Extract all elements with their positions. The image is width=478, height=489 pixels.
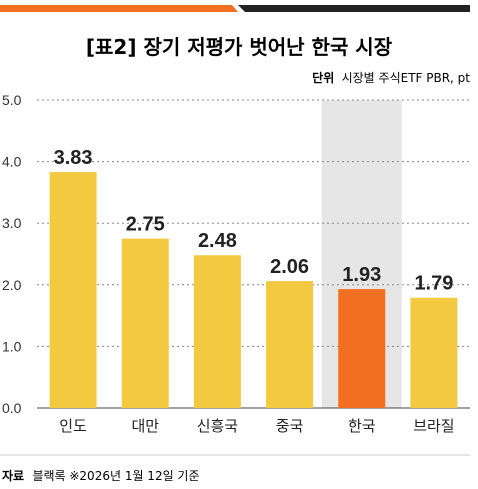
accent-bar-dark bbox=[238, 5, 470, 12]
value-label: 2.48 bbox=[198, 230, 237, 252]
bar-한국 bbox=[338, 289, 386, 408]
y-tick-label: 1.0 bbox=[2, 338, 22, 354]
bar-중국 bbox=[266, 281, 314, 408]
y-tick-labels: 0.0 1.0 2.0 3.0 4.0 5.0 bbox=[2, 92, 22, 416]
category-label: 한국 bbox=[348, 417, 376, 435]
y-tick-label: 0.0 bbox=[2, 400, 22, 416]
gridlines bbox=[37, 99, 470, 409]
unit-note: 단위 시장별 주식ETF PBR, pt bbox=[312, 70, 470, 85]
source-label: 자료 bbox=[2, 468, 24, 483]
value-labels: 3.83 2.75 2.48 2.06 1.93 1.79 bbox=[54, 147, 454, 295]
bar-신흥국 bbox=[193, 255, 241, 408]
value-label: 1.79 bbox=[414, 273, 453, 295]
value-label: 1.93 bbox=[342, 264, 381, 286]
category-label: 중국 bbox=[276, 417, 304, 435]
value-label: 2.75 bbox=[126, 214, 165, 236]
category-labels: 인도 대만 신흥국 중국 한국 브라질 bbox=[59, 417, 454, 435]
category-label: 브라질 bbox=[413, 417, 454, 435]
y-tick-label: 5.0 bbox=[2, 92, 22, 108]
source-text: 블랙록 ※2026년 1월 12일 기준 bbox=[32, 469, 199, 483]
y-tick-label: 2.0 bbox=[2, 277, 22, 293]
y-tick-label: 4.0 bbox=[2, 154, 22, 170]
bar-브라질 bbox=[410, 297, 458, 408]
y-tick-label: 3.0 bbox=[2, 215, 22, 231]
unit-text: 시장별 주식ETF PBR, pt bbox=[342, 71, 471, 85]
chart-title: [표2] 장기 저평가 벗어난 한국 시장 bbox=[86, 35, 393, 59]
top-accent-bar bbox=[0, 5, 470, 12]
accent-bar-orange bbox=[0, 5, 238, 12]
bar-대만 bbox=[121, 238, 169, 408]
value-label: 3.83 bbox=[54, 147, 93, 169]
value-label: 2.06 bbox=[270, 256, 309, 278]
source-note: 자료 블랙록 ※2026년 1월 12일 기준 bbox=[2, 468, 200, 483]
category-label: 신흥국 bbox=[197, 417, 239, 435]
unit-label: 단위 bbox=[312, 70, 334, 85]
category-label: 인도 bbox=[59, 417, 87, 435]
category-label: 대만 bbox=[131, 417, 159, 435]
bars bbox=[49, 172, 458, 408]
bar-인도 bbox=[49, 172, 97, 408]
